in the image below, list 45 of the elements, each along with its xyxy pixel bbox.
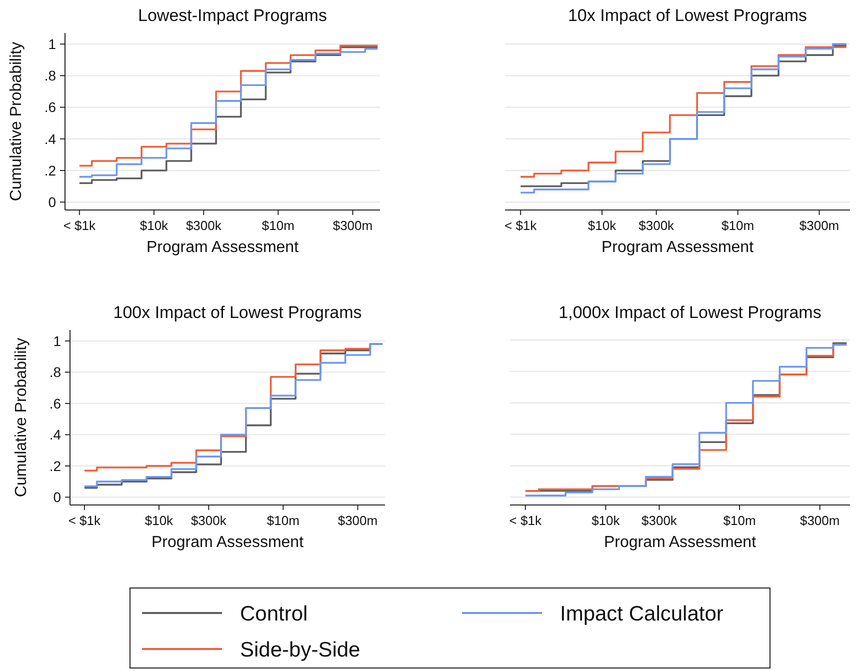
y-tick-label: 0: [48, 194, 56, 210]
x-tick-label: $300m: [799, 218, 840, 233]
x-tick-label: $300k: [638, 218, 675, 233]
y-tick-label: .2: [49, 458, 62, 474]
y-axis-title: Cumulative Probability: [8, 42, 25, 202]
x-tick-label: $300m: [332, 218, 373, 233]
y-tick-label: .2: [44, 162, 56, 178]
y-tick-label: .8: [44, 68, 56, 84]
legend-label: Impact Calculator: [560, 602, 724, 626]
x-tick-label: $300m: [800, 513, 840, 528]
y-tick-label: .6: [44, 99, 56, 116]
x-axis-title: Program Assessment: [601, 239, 754, 256]
legend-label: Side-by-Side: [240, 638, 360, 662]
y-tick-label: 1: [48, 36, 56, 52]
x-tick-label: $10m: [722, 218, 754, 233]
y-axis-title: Cumulative Probability: [13, 338, 30, 498]
x-axis-title: Program Assessment: [146, 239, 300, 256]
x-tick-label: < $1k: [68, 513, 101, 528]
x-tick-label: < $1k: [63, 218, 96, 233]
x-tick-label: < $1k: [504, 218, 538, 233]
chart-title: Lowest-Impact Programs: [138, 6, 327, 25]
x-tick-label: $10k: [588, 218, 617, 233]
x-axis-title: Program Assessment: [151, 534, 304, 551]
y-tick-label: .4: [44, 130, 56, 147]
chart-title: 100x Impact of Lowest Programs: [113, 303, 362, 322]
x-tick-label: $10m: [262, 218, 294, 233]
y-tick-label: 1: [53, 332, 62, 349]
x-axis-title: Program Assessment: [604, 534, 757, 551]
chart-title: 10x Impact of Lowest Programs: [568, 6, 808, 25]
x-tick-label: $10k: [592, 513, 620, 528]
y-tick-label: 0: [53, 489, 62, 506]
x-tick-label: $300m: [338, 513, 378, 528]
x-tick-label: $10m: [266, 513, 300, 528]
y-tick-label: .6: [49, 395, 62, 412]
legend-label: Control: [240, 602, 308, 626]
chart-title: 1,000x Impact of Lowest Programs: [558, 303, 822, 322]
x-tick-label: $300k: [190, 513, 227, 528]
x-tick-label: $300k: [642, 513, 678, 528]
x-tick-label: $300k: [186, 218, 222, 233]
y-tick-label: .8: [49, 364, 62, 380]
x-tick-label: $10k: [144, 513, 174, 528]
x-tick-label: $10k: [140, 218, 169, 233]
x-tick-label: $10m: [723, 513, 756, 528]
y-tick-label: .4: [49, 426, 62, 443]
x-tick-label: < $1k: [509, 513, 542, 528]
